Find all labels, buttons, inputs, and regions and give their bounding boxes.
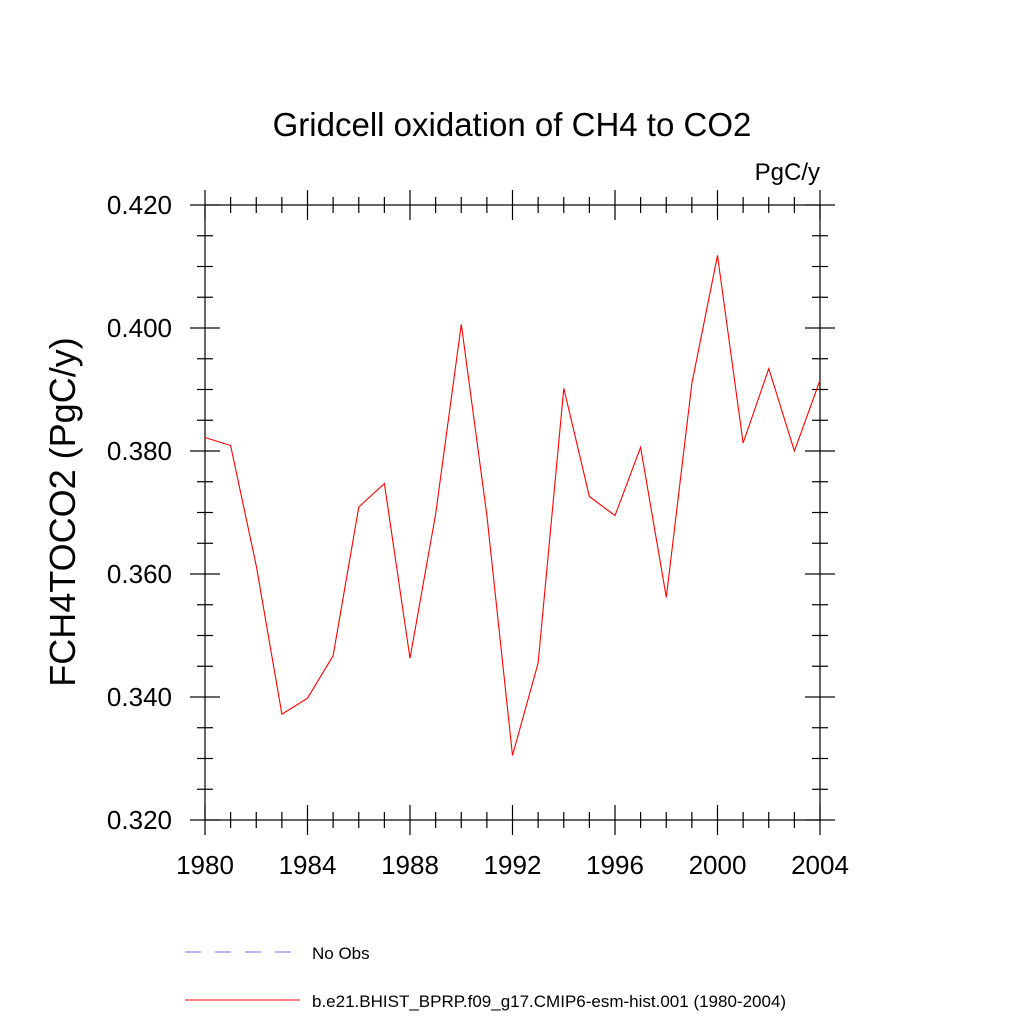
- legend-label: No Obs: [312, 944, 370, 963]
- y-tick-label: 0.320: [107, 805, 172, 835]
- y-tick-label: 0.400: [107, 313, 172, 343]
- legend-label: b.e21.BHIST_BPRP.f09_g17.CMIP6-esm-hist.…: [312, 992, 786, 1011]
- series-line: [204, 255, 821, 756]
- chart-title: Gridcell oxidation of CH4 to CO2: [273, 106, 752, 143]
- x-tick-label: 2000: [689, 850, 747, 880]
- y-axis-label: FCH4TOCO2 (PgC/y): [42, 337, 83, 686]
- x-tick-label: 1980: [176, 850, 234, 880]
- x-tick-label: 2004: [791, 850, 849, 880]
- x-tick-label: 1996: [586, 850, 644, 880]
- series-lines: [204, 255, 821, 756]
- x-tick-label: 1984: [279, 850, 337, 880]
- y-tick-label: 0.380: [107, 436, 172, 466]
- x-tick-label: 1992: [484, 850, 542, 880]
- units-label: PgC/y: [755, 159, 820, 186]
- y-tick-label: 0.360: [107, 559, 172, 589]
- y-tick-label: 0.420: [107, 190, 172, 220]
- y-tick-label: 0.340: [107, 682, 172, 712]
- plot-frame: [204, 204, 821, 821]
- x-tick-label: 1988: [381, 850, 439, 880]
- legend: No Obs b.e21.BHIST_BPRP.f09_g17.CMIP6-esm…: [185, 944, 786, 1011]
- axis-ticks: 1980 1984 1988 1992 1996 2000 2004 0.320 0.340 0.…: [107, 190, 849, 880]
